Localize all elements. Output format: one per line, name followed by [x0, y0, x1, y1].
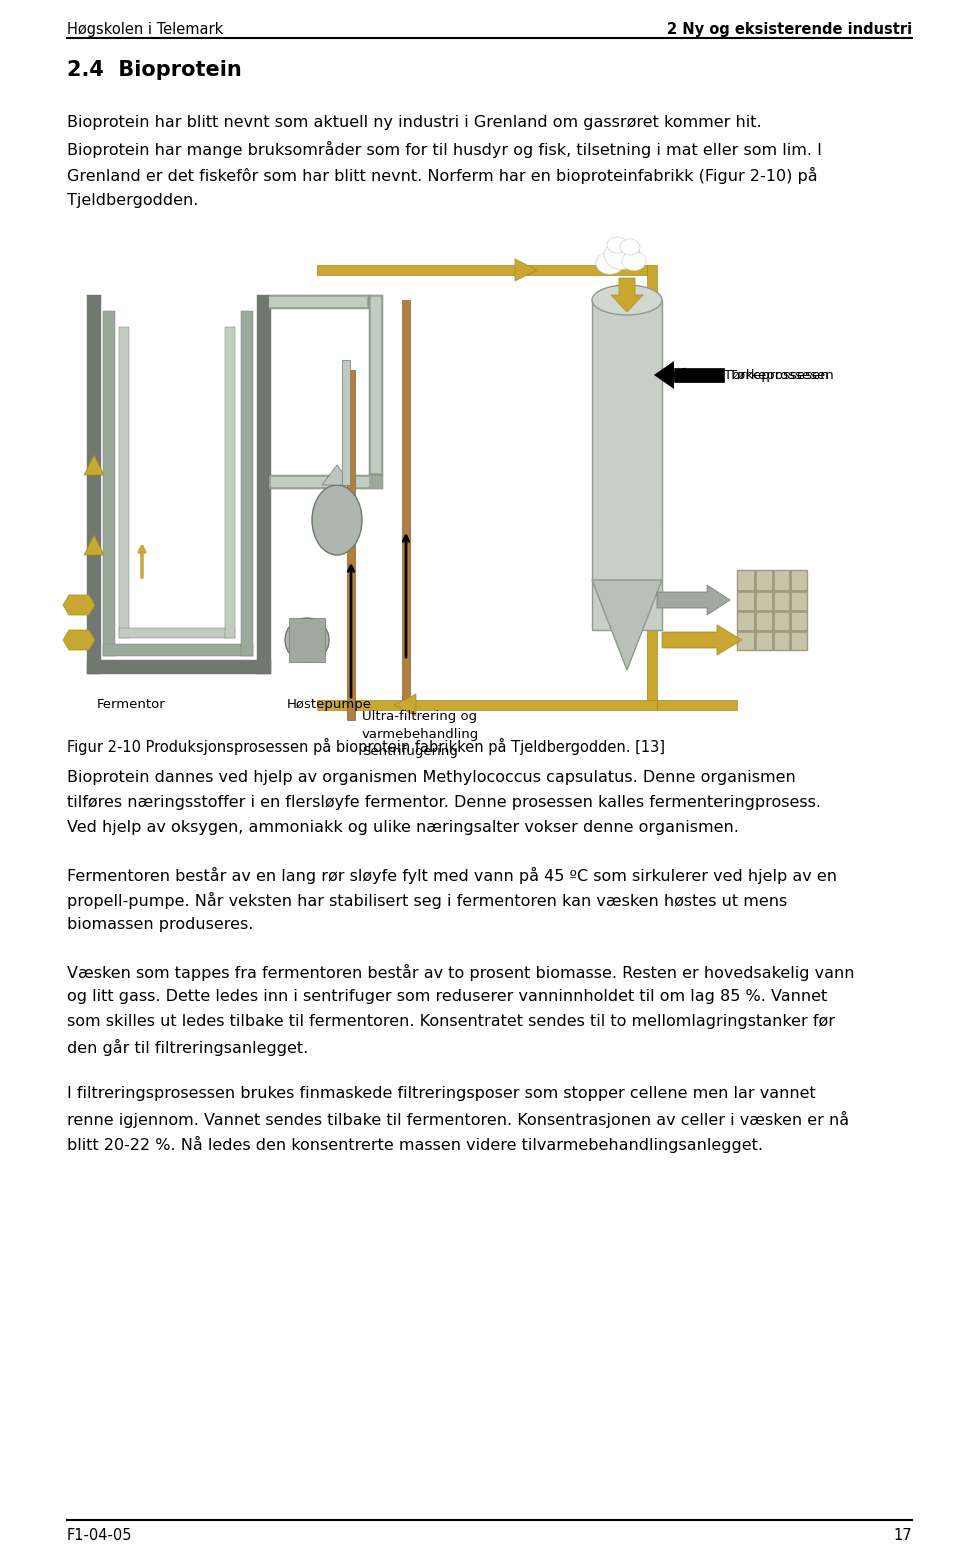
Text: Figur 2-10 Produksjonsprosessen på bioprotein fabrikken på Tjeldbergodden. [13]: Figur 2-10 Produksjonsprosessen på biopr…	[67, 737, 665, 754]
Text: den går til filtreringsanlegget.: den går til filtreringsanlegget.	[67, 1039, 308, 1056]
Text: Grenland er det fiskefôr som har blitt nevnt. Norferm har en bioproteinfabrikk (: Grenland er det fiskefôr som har blitt n…	[67, 167, 818, 184]
Text: 2.4  Bioprotein: 2.4 Bioprotein	[67, 60, 242, 81]
Bar	[87, 660, 271, 674]
Bar	[737, 590, 807, 592]
Text: biomassen produseres.: biomassen produseres.	[67, 917, 253, 932]
Bar	[674, 369, 724, 383]
Text: som skilles ut ledes tilbake til fermentoren. Konsentratet sendes til to melloml: som skilles ut ledes tilbake til ferment…	[67, 1015, 835, 1029]
Text: Væsken som tappes fra fermentoren består av to prosent biomasse. Resten er hoved: Væsken som tappes fra fermentoren består…	[67, 963, 854, 981]
Polygon shape	[654, 361, 674, 389]
Bar	[342, 359, 350, 485]
Polygon shape	[63, 630, 95, 651]
Text: Høgskolen i Telemark: Høgskolen i Telemark	[67, 22, 224, 37]
Bar	[371, 297, 381, 472]
Text: tilføres næringsstoffer i en flersløyfe fermentor. Denne prosessen kalles fermen: tilføres næringsstoffer i en flersløyfe …	[67, 795, 821, 810]
Text: Tjeldbergodden.: Tjeldbergodden.	[67, 194, 199, 208]
Polygon shape	[657, 586, 730, 615]
Ellipse shape	[592, 285, 662, 314]
Bar	[119, 627, 235, 638]
Text: Fermentor: Fermentor	[97, 699, 166, 711]
Bar	[289, 618, 325, 661]
Bar	[257, 294, 271, 674]
Ellipse shape	[596, 252, 624, 274]
Bar	[119, 327, 129, 638]
Bar	[103, 644, 253, 655]
Text: 2 Ny og eksisterende industri: 2 Ny og eksisterende industri	[667, 22, 912, 37]
Bar	[225, 327, 235, 638]
Polygon shape	[641, 527, 663, 548]
Text: Tørkeprossesen: Tørkeprossesen	[729, 369, 833, 381]
Bar	[241, 311, 253, 655]
Ellipse shape	[622, 251, 646, 271]
Text: Bioprotein dannes ved hjelp av organismen Methylococcus capsulatus. Denne organi: Bioprotein dannes ved hjelp av organisme…	[67, 770, 796, 785]
Bar	[737, 610, 807, 612]
Bar	[87, 294, 101, 674]
Ellipse shape	[620, 239, 640, 256]
Polygon shape	[515, 259, 537, 280]
Text: renne igjennom. Vannet sendes tilbake til fermentoren. Konsentrasjonen av celler: renne igjennom. Vannet sendes tilbake ti…	[67, 1111, 850, 1128]
Text: blitt 20-22 %. Nå ledes den konsentrerte massen videre tilvarmebehandlingsanlegg: blitt 20-22 %. Nå ledes den konsentrerte…	[67, 1135, 763, 1152]
Bar	[269, 476, 383, 489]
Bar	[67, 240, 912, 720]
Polygon shape	[84, 534, 104, 555]
Bar	[369, 294, 383, 476]
Bar	[647, 265, 657, 700]
Bar	[789, 570, 791, 651]
Text: propell-pumpe. Når veksten har stabilisert seg i fermentoren kan væsken høstes u: propell-pumpe. Når veksten har stabilise…	[67, 892, 787, 909]
Text: I filtreringsprosessen brukes finmaskede filtreringsposer som stopper cellene me: I filtreringsprosessen brukes finmaskede…	[67, 1086, 816, 1101]
Bar	[269, 294, 369, 308]
Bar	[737, 630, 807, 632]
Bar	[271, 477, 369, 486]
Bar	[657, 700, 737, 709]
Text: 17: 17	[894, 1527, 912, 1543]
Bar	[402, 301, 410, 700]
Bar	[317, 265, 647, 276]
Polygon shape	[394, 694, 416, 716]
Bar	[347, 370, 355, 720]
Text: og litt gass. Dette ledes inn i sentrifuger som reduserer vanninnholdet til om l: og litt gass. Dette ledes inn i sentrifu…	[67, 988, 828, 1004]
Text: Tørkeprossesen: Tørkeprossesen	[724, 369, 828, 381]
Polygon shape	[611, 277, 643, 311]
Bar	[592, 301, 662, 630]
Text: Sentrifugering: Sentrifugering	[362, 745, 458, 757]
Polygon shape	[662, 624, 742, 655]
Polygon shape	[84, 455, 104, 476]
Polygon shape	[322, 465, 352, 485]
Bar	[317, 700, 657, 709]
Text: Bioprotein har blitt nevnt som aktuell ny industri i Grenland om gassrøret komme: Bioprotein har blitt nevnt som aktuell n…	[67, 115, 761, 130]
Bar	[737, 570, 807, 651]
Polygon shape	[592, 579, 662, 671]
Text: Ved hjelp av oksygen, ammoniakk og ulike næringsalter vokser denne organismen.: Ved hjelp av oksygen, ammoniakk og ulike…	[67, 819, 739, 835]
Bar	[772, 570, 774, 651]
Text: Høstepumpe: Høstepumpe	[287, 699, 372, 711]
Text: varmebehandling: varmebehandling	[362, 728, 479, 740]
Bar	[103, 311, 115, 655]
Text: Bioprotein har mange bruksområder som for til husdyr og fisk, tilsetning i mat e: Bioprotein har mange bruksområder som fo…	[67, 141, 822, 158]
Text: Ultra-filtrering og: Ultra-filtrering og	[362, 709, 477, 723]
Polygon shape	[63, 595, 95, 615]
Bar	[269, 297, 367, 307]
Ellipse shape	[312, 485, 362, 555]
Text: Fermentoren består av en lang rør sløyfe fylt med vann på 45 ºC som sirkulerer v: Fermentoren består av en lang rør sløyfe…	[67, 867, 837, 884]
Text: F1-04-05: F1-04-05	[67, 1527, 132, 1543]
Ellipse shape	[604, 240, 640, 270]
Bar	[754, 570, 756, 651]
Ellipse shape	[607, 237, 627, 252]
Ellipse shape	[285, 618, 329, 661]
